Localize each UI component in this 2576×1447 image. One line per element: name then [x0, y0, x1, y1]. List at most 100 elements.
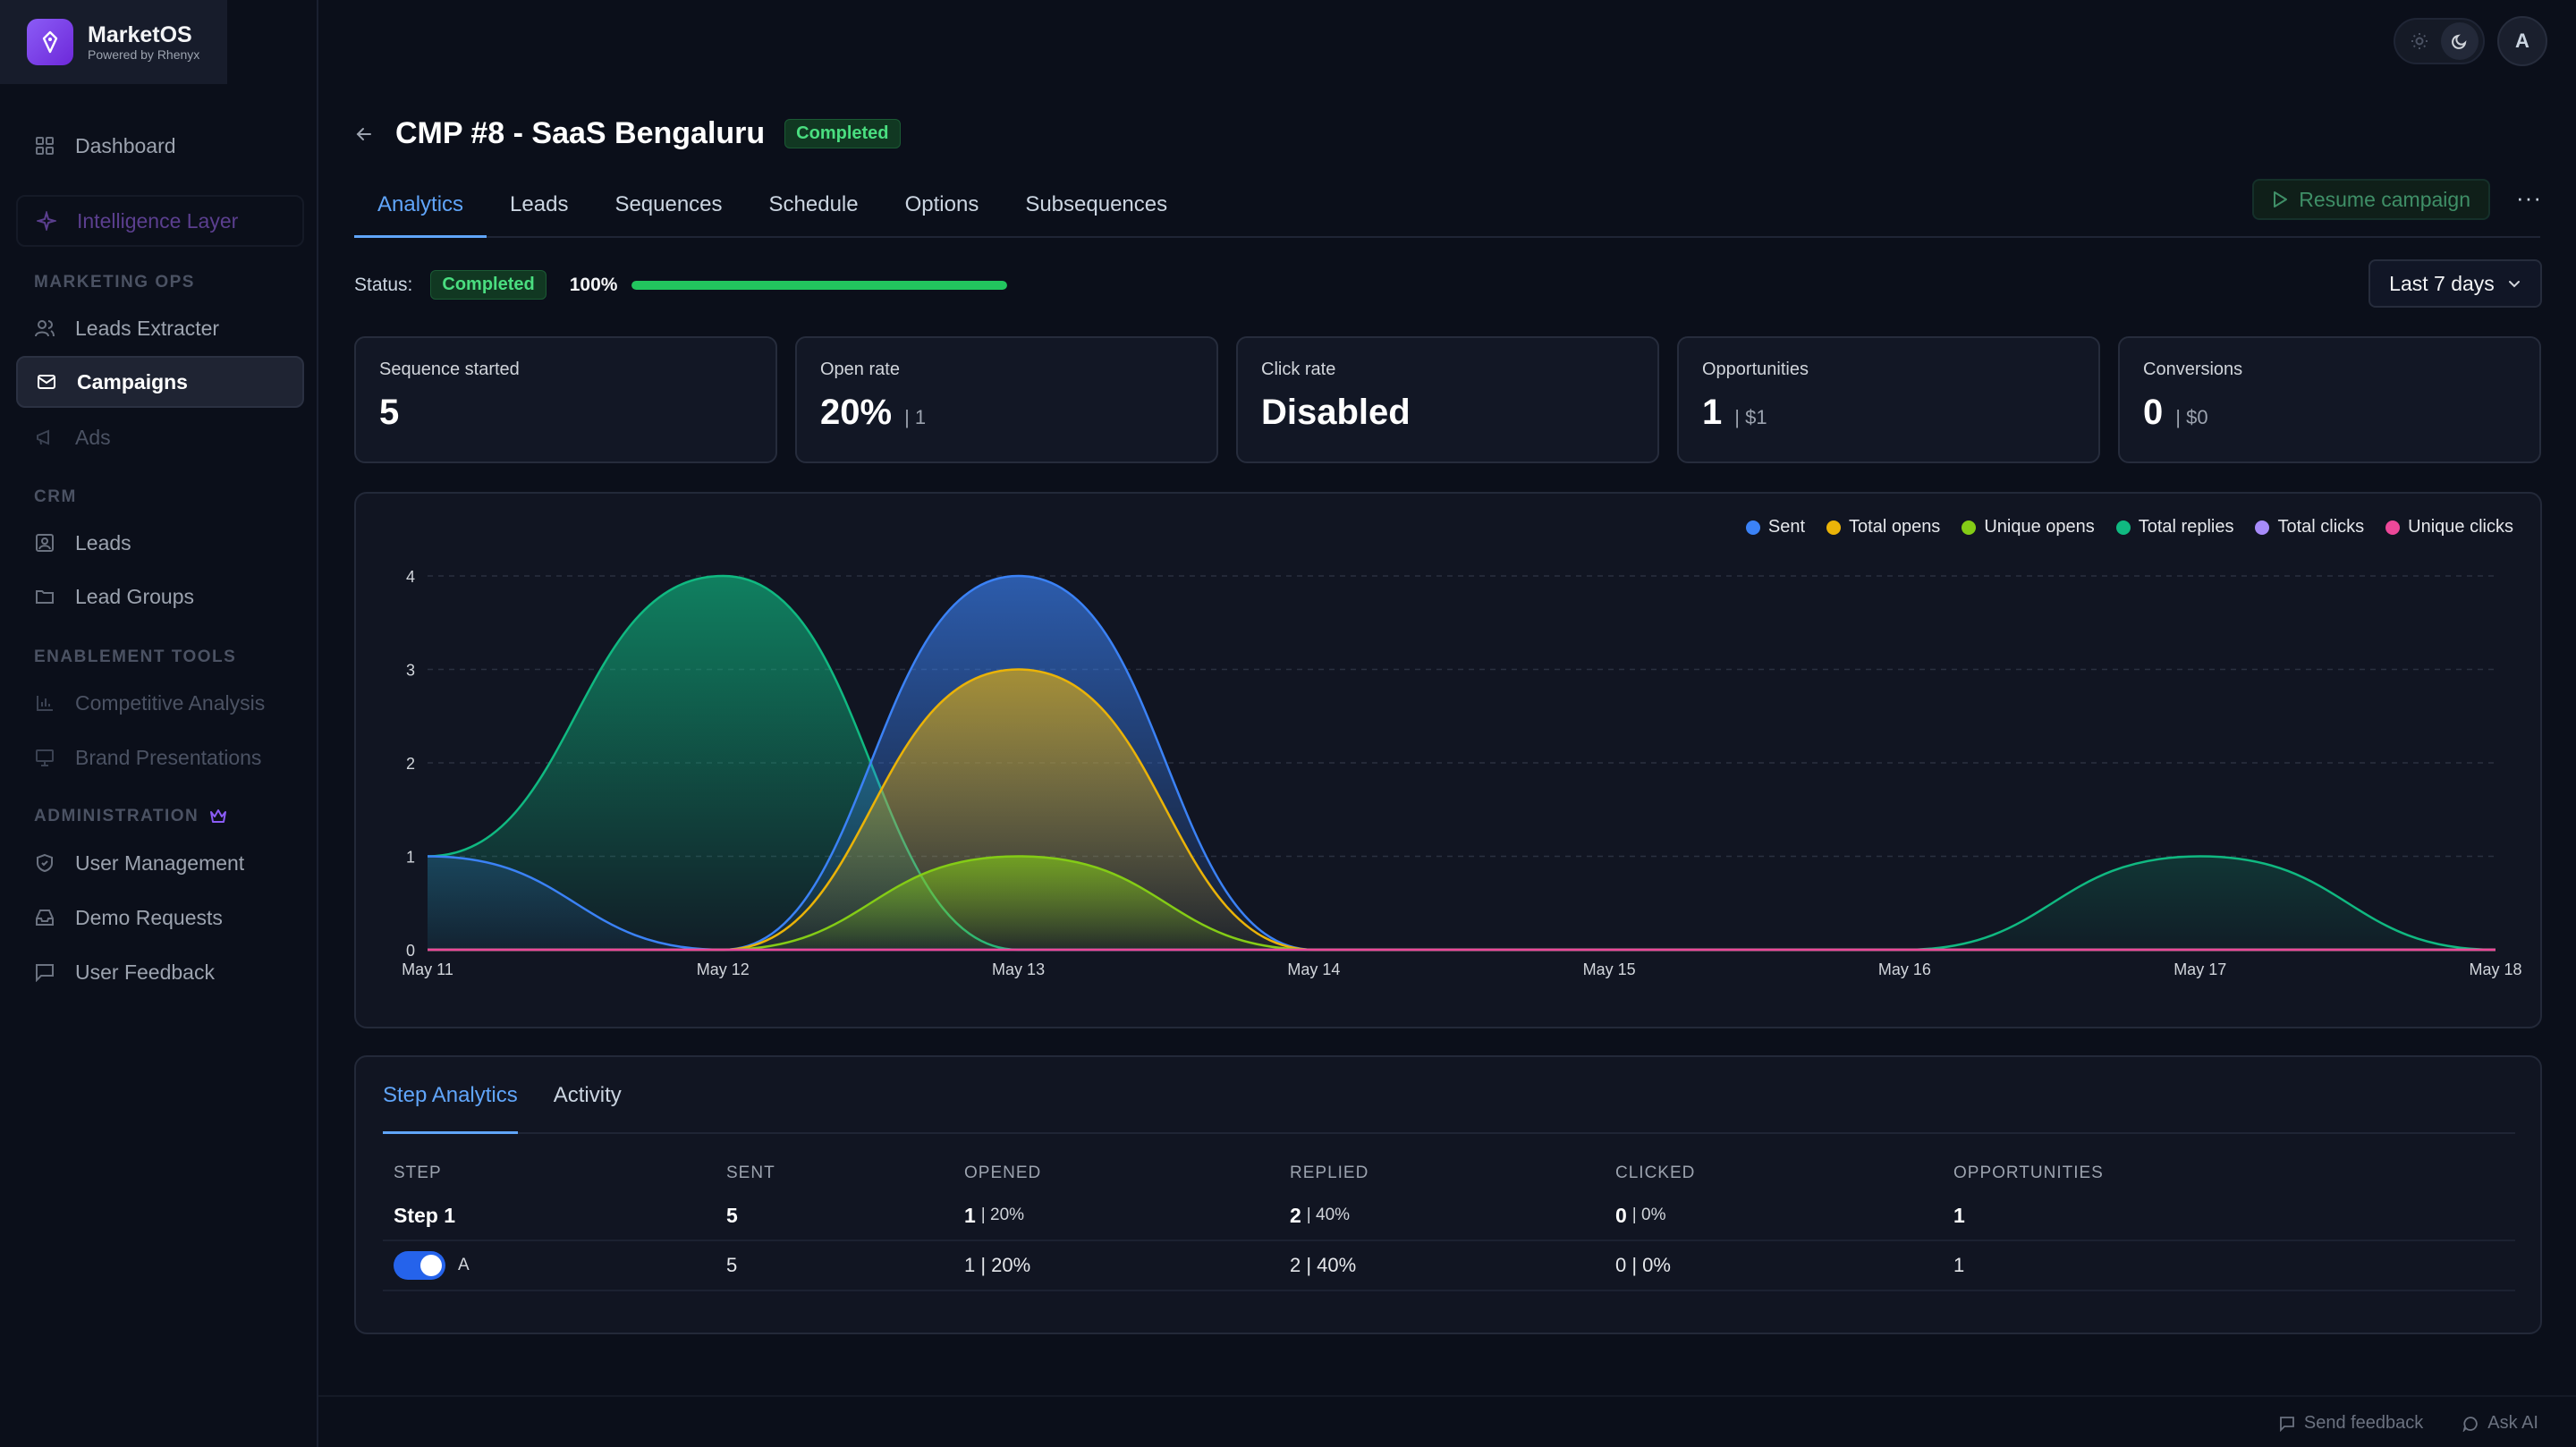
contact-icon [34, 532, 55, 554]
step-table: STEP SENT OPENED REPLIED CLICKED OPPORTU… [383, 1155, 2515, 1291]
inbox-icon [34, 907, 55, 928]
crown-icon [209, 808, 227, 825]
col-sent: SENT [726, 1164, 775, 1182]
tab-sequences[interactable]: Sequences [614, 192, 723, 216]
status-badge: Completed [784, 119, 901, 148]
sidebar-item-competitive-analysis[interactable]: Competitive Analysis [16, 677, 304, 729]
sidebar-item-label: Lead Groups [75, 584, 194, 608]
x-tick-label: May 15 [1583, 960, 1636, 978]
sidebar-item-label: Leads [75, 530, 131, 554]
step-clicked-pct: | 0% [1631, 1206, 1666, 1224]
mail-icon [36, 371, 57, 393]
legend-label: Unique clicks [2408, 517, 2513, 537]
status-row: Status: Completed 100% [354, 270, 1008, 300]
brand[interactable]: MarketOS Powered by Rhenyx [0, 0, 227, 84]
x-tick-label: May 12 [697, 960, 750, 978]
section-crm: CRM [34, 487, 77, 506]
date-range-value: Last 7 days [2389, 271, 2495, 295]
y-tick-label: 4 [406, 568, 415, 586]
legend-label: Unique opens [1984, 517, 2095, 537]
step-sent: 5 [726, 1203, 738, 1227]
tab-schedule[interactable]: Schedule [768, 192, 859, 216]
sidebar-item-user-feedback[interactable]: User Feedback [16, 946, 304, 998]
legend-item[interactable]: Sent [1745, 517, 1805, 537]
table-row[interactable]: Step 1 5 1 | 20% 2 | 40% 0 | 0% 1 [383, 1191, 2515, 1241]
sidebar-item-label: Dashboard [75, 133, 176, 157]
stat-value: 20% [820, 393, 893, 432]
resume-campaign-button[interactable]: Resume campaign [2252, 179, 2490, 220]
variant-clicked: 0 | 0% [1615, 1254, 1671, 1276]
resume-label: Resume campaign [2299, 187, 2470, 211]
section-marketing-ops: MARKETING OPS [34, 273, 195, 292]
legend-item[interactable]: Unique opens [1962, 517, 2095, 537]
legend-item[interactable]: Unique clicks [2385, 517, 2513, 537]
stat-sub: | 1 [904, 406, 927, 428]
sparkle-icon [36, 210, 57, 232]
sidebar-item-ads[interactable]: Ads [16, 411, 304, 463]
col-replied: REPLIED [1290, 1164, 1369, 1182]
sun-icon[interactable] [2401, 22, 2438, 60]
send-feedback-button[interactable]: Send feedback [2279, 1413, 2423, 1434]
sidebar-item-label: User Feedback [75, 960, 215, 984]
stat-label: Conversions [2143, 360, 2243, 379]
folder-icon [34, 586, 55, 607]
send-feedback-label: Send feedback [2303, 1413, 2424, 1433]
table-header: STEP SENT OPENED REPLIED CLICKED OPPORTU… [383, 1155, 2515, 1191]
step-analytics-card: Step Analytics Activity STEP SENT OPENED… [354, 1055, 2542, 1334]
table-row[interactable]: A 5 1 | 20% 2 | 40% 0 | 0% 1 [383, 1241, 2515, 1291]
sidebar-item-user-management[interactable]: User Management [16, 837, 304, 889]
ask-ai-button[interactable]: Ask AI [2462, 1413, 2538, 1434]
legend-item[interactable]: Total clicks [2255, 517, 2364, 537]
x-tick-label: May 17 [2174, 960, 2226, 978]
stat-card-open-rate: Open rate 20% | 1 [795, 336, 1218, 463]
sidebar-item-campaigns[interactable]: Campaigns [16, 356, 304, 408]
sidebar-item-label: Campaigns [77, 369, 188, 393]
sidebar-item-leads-extracter[interactable]: Leads Extracter [16, 302, 304, 354]
x-tick-label: May 14 [1287, 960, 1340, 978]
progress-bar [631, 280, 1008, 290]
theme-toggle[interactable] [2394, 18, 2485, 64]
topbar-actions: A [2394, 16, 2547, 66]
message-square-icon [2279, 1416, 2295, 1432]
date-range-select[interactable]: Last 7 days [2368, 259, 2542, 308]
sidebar-item-label: Competitive Analysis [75, 690, 266, 715]
stat-sub: | $1 [1734, 406, 1767, 428]
legend-item[interactable]: Total opens [1826, 517, 1940, 537]
tab-options[interactable]: Options [904, 192, 979, 216]
sidebar-item-leads[interactable]: Leads [16, 517, 304, 569]
tab-activity[interactable]: Activity [553, 1083, 622, 1107]
shield-icon [34, 852, 55, 874]
stat-label: Click rate [1261, 360, 1336, 379]
legend-label: Total clicks [2277, 517, 2365, 537]
arrow-left-icon[interactable] [354, 124, 374, 144]
more-options-icon[interactable]: ··· [2516, 184, 2542, 211]
tab-step-analytics[interactable]: Step Analytics [383, 1057, 518, 1134]
moon-icon[interactable] [2440, 22, 2479, 60]
sidebar-item-label: Demo Requests [75, 905, 223, 929]
tab-leads[interactable]: Leads [510, 192, 569, 216]
progress-fill [631, 280, 1008, 290]
stat-value: 5 [379, 393, 400, 432]
x-tick-label: May 13 [992, 960, 1045, 978]
stats-row: Sequence started 5 Open rate 20% | 1 Clic… [354, 336, 2541, 463]
y-tick-label: 1 [406, 849, 415, 867]
tab-subsequences[interactable]: Subsequences [1025, 192, 1168, 216]
sidebar-item-demo-requests[interactable]: Demo Requests [16, 892, 304, 944]
stat-value: Disabled [1261, 393, 1411, 432]
legend-dot [2385, 520, 2401, 535]
sidebar-item-lead-groups[interactable]: Lead Groups [16, 571, 304, 622]
chart-canvas: 0 1 2 3 4 May 11 May 12 May 13 May 14 May 15 May 1… [402, 568, 2521, 978]
sidebar-item-brand-presentations[interactable]: Brand Presentations [16, 732, 304, 783]
sidebar-item-dashboard[interactable]: Dashboard [16, 120, 304, 172]
chat-bubble-icon [2462, 1416, 2479, 1432]
series-area-unique-opens [428, 856, 2496, 950]
variant-toggle[interactable] [394, 1251, 445, 1280]
avatar[interactable]: A [2497, 16, 2547, 66]
legend-dot [2255, 520, 2270, 535]
users-icon [34, 317, 55, 339]
tab-analytics[interactable]: Analytics [354, 184, 487, 238]
sidebar-item-intelligence-layer[interactable]: Intelligence Layer [16, 195, 304, 247]
legend-item[interactable]: Total replies [2115, 517, 2233, 537]
chart-legend: Sent Total opens Unique opens Total replies… [1745, 517, 2513, 537]
col-step: STEP [394, 1164, 442, 1182]
